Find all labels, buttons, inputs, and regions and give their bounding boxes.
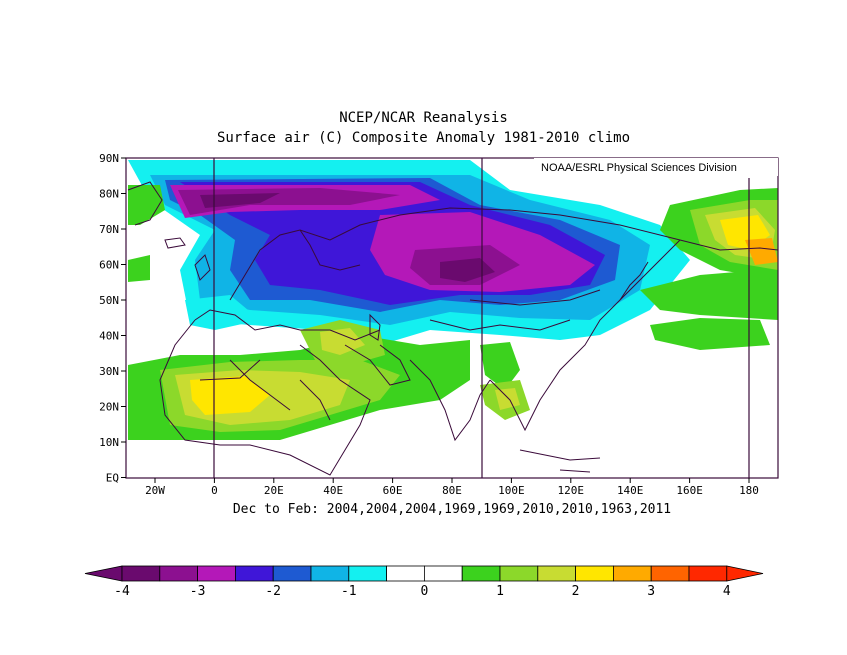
lon-label: 180 [739, 484, 759, 497]
lon-label: 140E [617, 484, 644, 497]
lon-label: 100E [498, 484, 525, 497]
reference-meridians [213, 158, 750, 478]
colorbar-label: -1 [341, 584, 357, 599]
colorbar-label: -4 [114, 584, 130, 599]
lon-label: 120E [558, 484, 585, 497]
lon-label: 0 [211, 484, 218, 497]
colorbar-swatch [575, 565, 614, 582]
lat-label: 80N [99, 188, 119, 201]
lat-label: 20N [99, 401, 119, 414]
colorbar-swatch [159, 565, 199, 582]
lon-label: 60E [383, 484, 403, 497]
lon-label: 20E [264, 484, 284, 497]
lon-label: 80E [442, 484, 462, 497]
lat-label: 10N [99, 436, 119, 449]
colorbar-swatch [121, 565, 161, 582]
colorbar-swatch [272, 565, 312, 582]
colorbar-swatch [650, 565, 690, 582]
lat-label: 50N [99, 294, 119, 307]
colorbar-label: 1 [496, 584, 504, 599]
latitude-axis: 90N 80N 70N 60N 50N 40N 30N 20N 10N EQ [99, 152, 126, 485]
colorbar-label: 2 [572, 584, 580, 599]
lat-label: 90N [99, 152, 119, 165]
lon-label: 160E [676, 484, 703, 497]
lat-label: 60N [99, 259, 119, 272]
credit-text: NOAA/ESRL Physical Sciences Division [541, 162, 737, 174]
lat-label: 40N [99, 330, 119, 343]
lat-label: 30N [99, 365, 119, 378]
lon-label: 40E [323, 484, 343, 497]
colorbar-swatch [613, 565, 652, 582]
composite-years-caption: Dec to Feb: 2004,2004,2004,1969,1969,201… [232, 502, 672, 517]
colorbar-swatch [197, 565, 236, 582]
colorbar-swatch [234, 565, 274, 582]
colorbar: -4 -3 -2 -1 0 1 2 3 4 [84, 565, 764, 599]
colorbar-label: 3 [647, 584, 655, 599]
colorbar-label: 4 [723, 584, 731, 599]
colorbar-label: -2 [265, 584, 281, 599]
map-title: NCEP/NCAR Reanalysis [339, 110, 508, 126]
colorbar-label: -3 [190, 584, 206, 599]
colorbar-label: 0 [420, 584, 428, 599]
colorbar-swatch [423, 565, 463, 582]
colorbar-max-arrow [726, 565, 764, 582]
map-subtitle: Surface air (C) Composite Anomaly 1981-2… [216, 130, 630, 146]
colorbar-swatch [537, 565, 576, 582]
lat-label: EQ [106, 472, 119, 485]
colorbar-swatch [386, 565, 425, 582]
lat-label: 70N [99, 223, 119, 236]
coastlines [127, 181, 778, 476]
anomaly-field [128, 160, 778, 440]
credit-box [534, 158, 778, 176]
colorbar-swatch [461, 565, 501, 582]
colorbar-swatch [688, 565, 728, 582]
lon-label: 20W [145, 484, 165, 497]
colorbar-swatch [499, 565, 539, 582]
colorbar-swatch [348, 565, 387, 582]
colorbar-swatch [310, 565, 350, 582]
colorbar-min-arrow [84, 565, 123, 582]
longitude-axis: 20W 0 20E 40E 60E 80E 100E 120E 140E 160E 180 [145, 478, 759, 497]
